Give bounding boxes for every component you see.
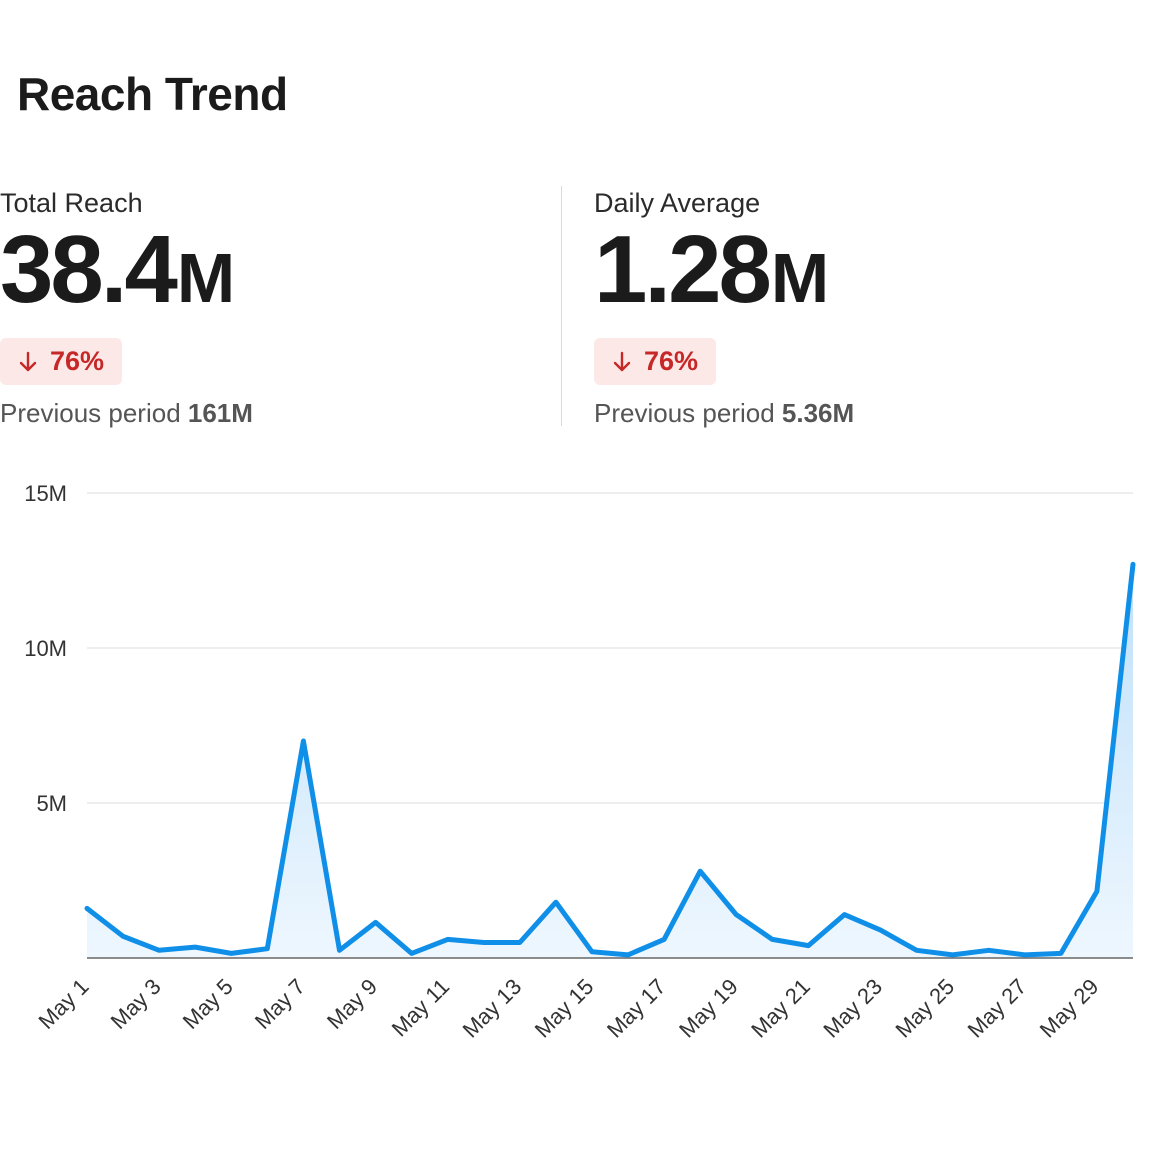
metric-unit: M [770, 239, 830, 317]
x-tick-label: May 25 [890, 974, 959, 1043]
previous-period: Previous period 5.36M [594, 397, 1134, 429]
y-tick-label: 15M [24, 481, 67, 506]
x-tick-label: May 11 [387, 974, 455, 1042]
metric-total-reach: Total Reach 38.4M 76% Previous period 16… [0, 186, 540, 429]
reach-area-fill [87, 564, 1133, 958]
previous-period-label: Previous period [594, 398, 775, 428]
x-tick-label: May 23 [818, 974, 887, 1043]
arrow-down-icon [612, 351, 632, 373]
x-tick-label: May 15 [530, 974, 599, 1043]
x-tick-label: May 29 [1035, 974, 1104, 1043]
metric-value: 38.4M [0, 222, 540, 318]
change-badge: 76% [594, 338, 717, 385]
x-tick-label: May 13 [458, 974, 527, 1043]
arrow-down-icon [18, 351, 38, 373]
grid-lines [87, 492, 1133, 804]
data-points [84, 561, 1136, 958]
x-tick-label: May 27 [963, 974, 1032, 1043]
metric-value: 1.28M [594, 222, 1134, 318]
metric-daily-average: Daily Average 1.28M 76% Previous period … [594, 186, 1134, 429]
change-value: 76% [644, 346, 699, 376]
previous-period-label: Previous period [0, 398, 181, 428]
metric-unit: M [176, 239, 236, 317]
metric-label: Daily Average [594, 188, 761, 218]
metric-number: 38.4 [0, 216, 178, 323]
x-axis-ticks: May 1 May 3 May 5 May 7 May 9 May 11 May 13 May… [33, 974, 1103, 1043]
change-value: 76% [50, 346, 105, 376]
x-tick-label: May 5 [178, 974, 238, 1034]
metric-divider [561, 186, 562, 426]
y-tick-label: 10M [24, 636, 67, 661]
x-tick-label: May 1 [33, 974, 93, 1034]
change-badge: 76% [0, 338, 123, 385]
x-tick-label: May 19 [674, 974, 743, 1043]
reach-trend-chart: 5M 10M 15M May 1 May 3 May 5 May 7 May 9 May 11… [24, 481, 1136, 1043]
y-tick-label: 5M [36, 791, 67, 816]
previous-period: Previous period 161M [0, 397, 540, 429]
x-tick-label: May 7 [250, 974, 310, 1034]
x-tick-label: May 21 [746, 974, 815, 1043]
previous-period-value: 5.36M [781, 398, 855, 428]
metric-number: 1.28 [594, 216, 772, 323]
x-tick-label: May 3 [106, 974, 166, 1034]
previous-period-value: 161M [187, 398, 253, 428]
y-axis-ticks: 5M 10M 15M [24, 481, 67, 816]
x-tick-label: May 17 [602, 974, 671, 1043]
reach-series-line [84, 561, 1136, 958]
page-title: Reach Trend [17, 68, 288, 120]
metric-label: Total Reach [0, 188, 143, 218]
x-tick-label: May 9 [322, 974, 382, 1034]
